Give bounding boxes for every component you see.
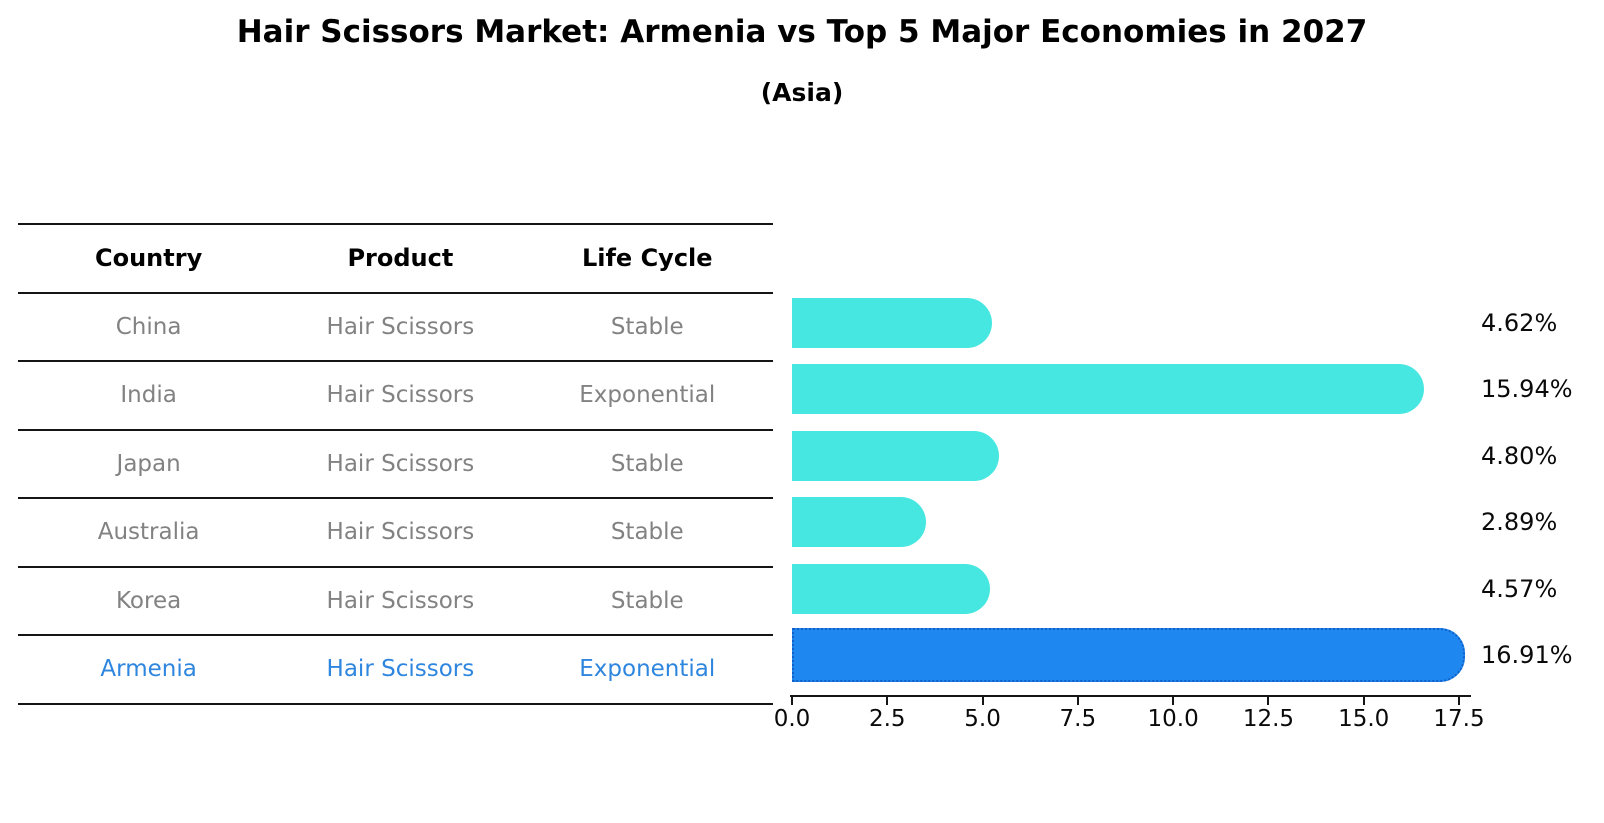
bar-japan [792,430,999,481]
cell-product: Hair Scissors [326,519,475,546]
cell-product: Hair Scissors [326,313,475,340]
value-label-australia: 2.89% [1481,508,1558,537]
x-tickmark-17.5 [1458,697,1460,705]
cell-country: China [115,313,182,340]
table-row-china: China Hair Scissors Stable [18,291,773,361]
cell-country: Japan [116,450,181,477]
cell-country: Korea [116,587,182,614]
x-tickmark-12.5 [1267,697,1270,705]
x-tickmark-5.0 [981,697,984,705]
x-tickmark-15.0 [1362,697,1365,705]
x-tickmark-10.0 [1172,697,1175,705]
x-ticklabel-2.5: 2.5 [868,706,906,732]
cell-life-cycle: Exponential [579,382,716,409]
cell-product: Hair Scissors [326,587,475,614]
bar-korea [792,563,991,614]
value-label-armenia: 16.91% [1481,641,1573,670]
x-tickmark-7.5 [1076,697,1079,705]
cell-product: Hair Scissors [326,656,475,683]
cell-country: Australia [97,519,200,546]
cell-life-cycle: Exponential [579,656,716,683]
value-label-china: 4.62% [1481,308,1558,337]
table-row-japan: Japan Hair Scissors Stable [18,428,773,498]
x-ticklabel-10.0: 10.0 [1147,706,1199,732]
x-ticklabel-15.0: 15.0 [1338,706,1390,732]
value-label-japan: 4.80% [1481,441,1558,470]
table-header-life-cycle: Life Cycle [581,244,713,273]
bar-india [792,364,1424,415]
x-tickmark-2.5 [886,697,889,705]
chart-title: Hair Scissors Market: Armenia vs Top 5 M… [236,14,1368,50]
cell-life-cycle: Stable [610,313,684,340]
x-tickmark-0.0 [791,697,793,705]
bar-australia [792,497,927,548]
chart-subtitle: (Asia) [760,78,844,107]
bar-armenia [792,628,1465,683]
table-row-armenia: Armenia Hair Scissors Exponential [18,634,773,705]
table-row-korea: Korea Hair Scissors Stable [18,565,773,635]
data-table: Country Product Life Cycle China Hair Scisso… [18,223,773,705]
x-ticklabel-17.5: 17.5 [1433,706,1485,732]
x-ticklabel-12.5: 12.5 [1242,706,1295,732]
x-ticklabel-5.0: 5.0 [964,706,1001,732]
table-header-product: Product [347,244,454,273]
table-row-australia: Australia Hair Scissors Stable [18,497,773,566]
x-ticklabel-0.0: 0.0 [773,706,811,732]
value-label-korea: 4.57% [1481,574,1558,603]
x-ticklabel-7.5: 7.5 [1059,706,1097,732]
cell-life-cycle: Stable [610,519,684,546]
x-axis-line [790,695,1471,697]
cell-life-cycle: Stable [610,450,684,477]
table-header-country: Country [94,244,203,273]
cell-country: Armenia [100,656,197,683]
value-label-india: 15.94% [1481,375,1573,404]
cell-country: India [120,382,177,409]
cell-life-cycle: Stable [610,587,684,614]
table-row-india: India Hair Scissors Exponential [18,360,773,429]
bar-china [792,297,993,348]
cell-product: Hair Scissors [326,450,475,477]
cell-product: Hair Scissors [326,382,475,409]
table-header-row: Country Product Life Cycle [18,223,773,292]
